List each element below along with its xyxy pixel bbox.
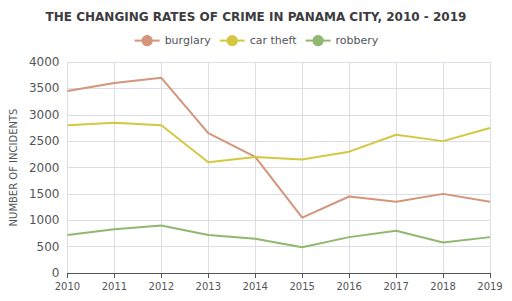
svg-text:2015: 2015 <box>289 281 314 292</box>
svg-text:THE CHANGING RATES OF CRIME IN: THE CHANGING RATES OF CRIME IN PANAMA CI… <box>46 10 467 24</box>
svg-text:1500: 1500 <box>29 187 60 201</box>
svg-text:1000: 1000 <box>29 213 60 227</box>
svg-text:3500: 3500 <box>29 81 60 95</box>
svg-text:2010: 2010 <box>55 281 80 292</box>
svg-text:robbery: robbery <box>336 34 379 47</box>
svg-text:2019: 2019 <box>477 281 502 292</box>
svg-text:2018: 2018 <box>430 281 455 292</box>
svg-text:2017: 2017 <box>383 281 408 292</box>
svg-text:2500: 2500 <box>29 134 60 148</box>
svg-text:burglary: burglary <box>165 34 212 47</box>
svg-text:500: 500 <box>37 240 60 254</box>
svg-text:3000: 3000 <box>29 108 60 122</box>
svg-text:2016: 2016 <box>336 281 361 292</box>
svg-text:car theft: car theft <box>250 34 298 47</box>
svg-text:2014: 2014 <box>243 281 268 292</box>
svg-text:2011: 2011 <box>102 281 127 292</box>
svg-text:2013: 2013 <box>196 281 221 292</box>
svg-text:NUMBER OF INCIDENTS: NUMBER OF INCIDENTS <box>8 109 19 227</box>
svg-text:4000: 4000 <box>29 55 60 69</box>
svg-text:2012: 2012 <box>149 281 174 292</box>
svg-text:2000: 2000 <box>29 161 60 175</box>
svg-text:0: 0 <box>52 266 60 280</box>
